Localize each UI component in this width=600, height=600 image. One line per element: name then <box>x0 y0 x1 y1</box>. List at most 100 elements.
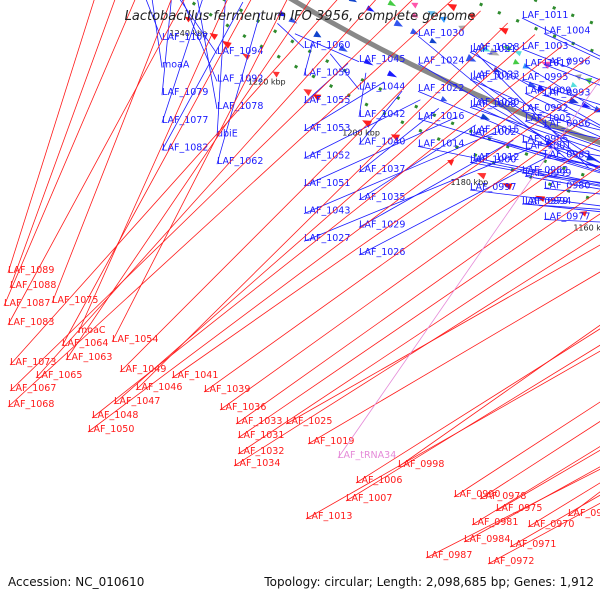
reverse-gene-label-leader <box>135 22 508 391</box>
forward-gene-label: LAF_1017 <box>525 58 571 69</box>
forward-gene-label: LAF_1000 <box>470 154 516 165</box>
reverse-gene-label: LAF_1088 <box>10 280 56 291</box>
forward-gene-label-leader <box>161 1 244 151</box>
forward-gene-label-leader <box>161 0 172 96</box>
reverse-gene-label: LAF_0971 <box>510 539 556 550</box>
forward-gene-arrow <box>313 30 322 38</box>
forward-gene-arrow <box>288 16 298 24</box>
reverse-gene-label: LAF_1033 <box>236 416 282 427</box>
reverse-gene-label-leader <box>237 189 600 439</box>
annotated-feature-box <box>427 11 436 18</box>
reverse-gene-label: LAF_1075 <box>52 295 98 306</box>
forward-gene-label: LAF_0992 <box>522 103 568 114</box>
reverse-gene-label-leader <box>453 401 600 498</box>
forward-gene-label-leader <box>197 0 218 110</box>
reverse-gene-label: LAF_1025 <box>286 416 332 427</box>
reverse-gene-label: LAF_1007 <box>346 493 392 504</box>
reverse-gene-label-leader <box>7 0 185 326</box>
forward-gene-label: LAF_1053 <box>304 123 350 134</box>
reverse-gene-label-leader <box>7 0 95 274</box>
forward-gene-arrow <box>440 96 448 102</box>
reverse-gene-arrow <box>312 94 322 102</box>
forward-gene-label: LAF_1082 <box>162 142 208 153</box>
reverse-gene-label-leader <box>203 108 600 393</box>
forward-gene-label: LAF_1005 <box>525 113 571 124</box>
reverse-gene-arrow <box>477 172 487 180</box>
forward-gene-label: LAF_1024 <box>418 56 464 67</box>
reverse-gene-label: LAF_1063 <box>66 352 112 363</box>
rna-gene-label: LAF_tRNA34 <box>338 450 396 461</box>
forward-gene-label: LAF_1042 <box>359 109 405 120</box>
forward-gene-label-leader <box>417 63 600 171</box>
scale-tick-label: 1220 kbp <box>248 78 286 87</box>
forward-gene-arrow <box>465 54 477 62</box>
forward-gene-label: LAF_1092 <box>217 73 263 84</box>
forward-gene-label-leader <box>179 0 218 55</box>
reverse-gene-label-leader <box>219 137 600 411</box>
reverse-gene-label-leader <box>77 0 228 334</box>
forward-gene-label: LAF_1015 <box>473 125 519 136</box>
forward-gene-label: LAF_0997 <box>470 182 516 193</box>
forward-gene-arrow <box>386 70 398 78</box>
reverse-gene-label: LAF_1046 <box>136 382 182 393</box>
annotated-feature-box <box>514 50 522 57</box>
forward-gene-label-leader <box>524 175 600 190</box>
forward-gene-label-leader <box>216 12 261 165</box>
reverse-gene-label: LAF_1041 <box>172 370 218 381</box>
forward-gene-label: LAF_1037 <box>359 164 405 175</box>
forward-gene-label-leader <box>303 147 533 242</box>
forward-gene-label: LAF_1060 <box>304 40 350 51</box>
annotated-feature-box <box>502 46 512 52</box>
reverse-gene-label: LAF_0990 <box>454 489 500 500</box>
reverse-gene-label-leader <box>35 0 377 379</box>
reverse-gene-label: LAF_0969 <box>568 508 600 519</box>
reverse-gene-label: LAF_1089 <box>8 265 54 276</box>
reverse-gene-label: LAF_1031 <box>238 430 284 441</box>
reverse-gene-label-leader <box>9 0 116 289</box>
forward-gene-label: LAF_0982 <box>522 165 568 176</box>
forward-gene-arrow <box>338 44 348 52</box>
reverse-gene-label: LAF_1073 <box>10 357 56 368</box>
forward-gene-label: LAF_1026 <box>359 247 405 258</box>
reverse-gene-label: LAF_1068 <box>8 399 54 410</box>
forward-gene-label: LAF_1044 <box>359 81 405 92</box>
forward-gene-label-leader <box>472 132 600 172</box>
forward-gene-label: LAF_0994 <box>525 196 571 207</box>
scale-tick-label: 1160 kbp <box>573 224 600 233</box>
reverse-gene-label-leader <box>9 0 413 392</box>
reverse-gene-label-leader <box>355 328 600 484</box>
forward-gene-label-leader <box>469 106 600 152</box>
reverse-gene-label: LAF_1064 <box>62 338 108 349</box>
forward-gene-label: LAF_1055 <box>304 95 350 106</box>
reverse-gene-arrow <box>272 71 280 78</box>
reverse-gene-label-leader <box>119 10 481 373</box>
forward-gene-arrow <box>545 140 555 146</box>
forward-gene-label: LAF_1003 <box>522 41 568 52</box>
annotated-feature-box <box>411 12 419 18</box>
forward-gene-label: ubiE <box>217 129 238 140</box>
forward-gene-label: LAF_1079 <box>162 87 208 98</box>
forward-gene-label-leader <box>417 146 600 184</box>
reverse-gene-label-leader <box>425 468 600 559</box>
reverse-gene-label-leader <box>3 0 136 307</box>
map-title: Lactobacillus fermentum IFO 3956, comple… <box>124 9 476 24</box>
reverse-gene-label: LAF_1050 <box>88 424 134 435</box>
reverse-gene-label-leader <box>87 55 591 433</box>
reverse-gene-label: LAF_1019 <box>308 436 354 447</box>
reverse-gene-label-leader <box>305 350 600 520</box>
reverse-gene-label: LAF_1065 <box>36 370 82 381</box>
reverse-gene-label: LAF_0972 <box>488 556 534 567</box>
reverse-gene-label: LAF_1039 <box>204 384 250 395</box>
forward-gene-label: LAF_1008 <box>470 99 516 110</box>
forward-gene-label-leader <box>294 33 360 63</box>
scale-tick-label: 1180 kbp <box>451 178 489 187</box>
annotated-feature-box <box>522 62 531 69</box>
reverse-gene-label: LAF_0970 <box>528 519 574 530</box>
forward-gene-label: LAF_1028 <box>473 42 519 53</box>
reverse-gene-arrow <box>447 3 458 12</box>
forward-gene-label-leader <box>181 0 218 82</box>
reverse-gene-label-leader <box>91 45 563 419</box>
forward-gene-arrow <box>365 5 375 12</box>
forward-gene-label-leader <box>161 0 203 123</box>
